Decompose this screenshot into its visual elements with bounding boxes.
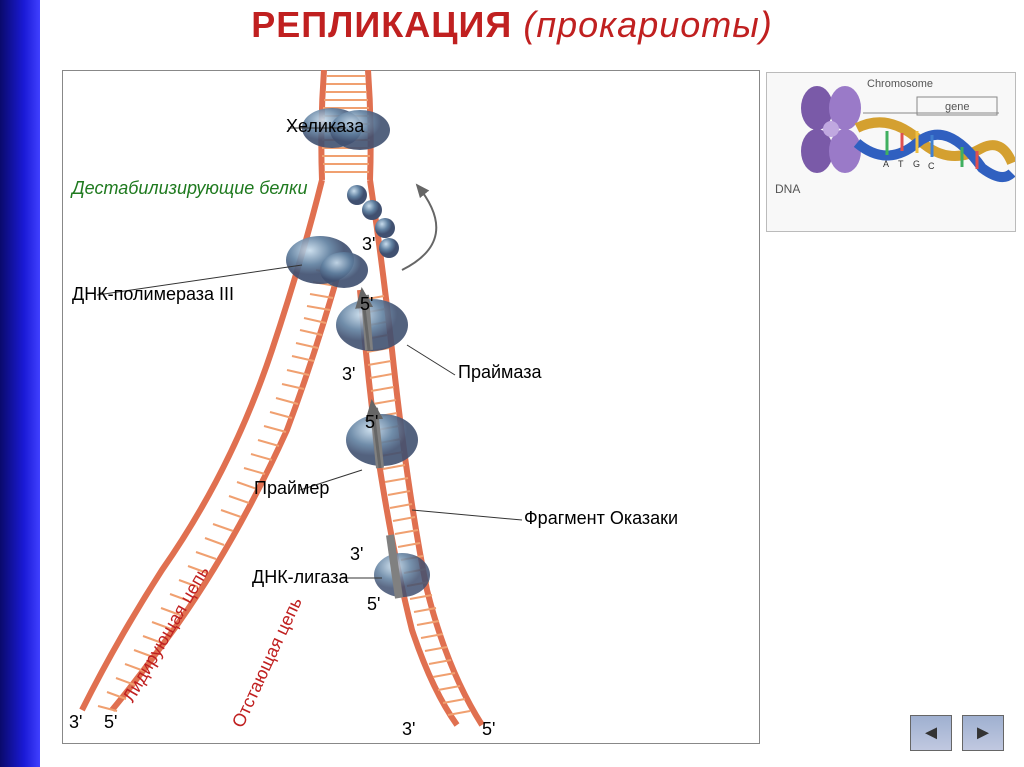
svg-text:G: G <box>913 159 920 169</box>
label-dnapol: ДНК-полимераза III <box>72 284 234 305</box>
replication-diagram: 3' 5' 3' 5' 3' 5' 3' 5' 3' 5' Хеликаза Д… <box>62 70 758 742</box>
inset-gene-label: gene <box>945 101 969 113</box>
label-primer: Праймер <box>254 478 329 499</box>
label-destab: Дестабилизирующие белки <box>72 178 307 199</box>
label-okazaki: Фрагмент Оказаки <box>524 508 678 529</box>
recycle-arrow <box>402 185 436 270</box>
svg-text:3': 3' <box>402 719 415 739</box>
svg-text:5': 5' <box>365 412 378 432</box>
svg-text:5': 5' <box>482 719 495 739</box>
label-helicase: Хеликаза <box>286 116 364 137</box>
title-sub: (прокариоты) <box>523 4 772 45</box>
page-title: РЕПЛИКАЦИЯ (прокариоты) <box>0 4 1024 46</box>
svg-text:3': 3' <box>362 234 375 254</box>
svg-text:5': 5' <box>360 294 373 314</box>
svg-text:3': 3' <box>350 544 363 564</box>
svg-text:3': 3' <box>342 364 355 384</box>
dna-pol-3 <box>286 236 368 288</box>
left-accent-bar <box>0 0 40 767</box>
title-main: РЕПЛИКАЦИЯ <box>251 4 512 45</box>
label-primase: Праймаза <box>458 362 541 383</box>
svg-text:T: T <box>898 159 904 169</box>
chromosome-inset: Chromosome gene DNA <box>766 72 1016 232</box>
okazaki-3-ligase <box>374 535 430 598</box>
svg-text:3': 3' <box>69 712 82 732</box>
svg-text:5': 5' <box>367 594 380 614</box>
inset-dna-label: DNA <box>775 182 800 196</box>
next-button[interactable]: ► <box>962 715 1004 751</box>
next-icon: ► <box>973 722 993 745</box>
lagging-rungs <box>362 296 470 715</box>
svg-text:A: A <box>883 159 889 169</box>
prev-icon: ◄ <box>921 722 941 745</box>
svg-text:C: C <box>928 161 935 171</box>
prev-button[interactable]: ◄ <box>910 715 952 751</box>
okazaki-2 <box>346 402 418 468</box>
svg-text:5': 5' <box>104 712 117 732</box>
nav-buttons: ◄ ► <box>910 715 1004 751</box>
inset-chr-label: Chromosome <box>867 78 933 90</box>
lagging-new-strand <box>360 290 457 725</box>
label-ligase: ДНК-лигаза <box>252 567 348 588</box>
